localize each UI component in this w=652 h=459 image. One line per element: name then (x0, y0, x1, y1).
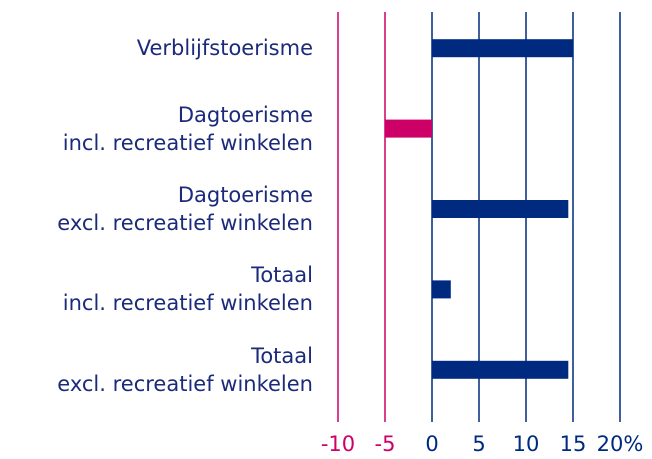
category-label: Totaal excl. recreatief winkelen (57, 343, 313, 396)
bar (432, 39, 573, 58)
category-label: Dagtoerisme excl. recreatief winkelen (57, 183, 313, 235)
bar (432, 280, 451, 299)
bar (432, 360, 569, 379)
x-tick-label: 20% (597, 432, 644, 456)
x-tick-label: 10 (513, 432, 540, 456)
x-tick-label: -5 (375, 432, 396, 456)
bar (432, 200, 569, 218)
category-label: Verblijfstoerisme (136, 36, 313, 61)
category-label: Totaal incl. recreatief winkelen (62, 263, 313, 316)
x-tick-label: -10 (321, 432, 355, 456)
bar (385, 119, 432, 138)
category-label: Dagtoerisme incl. recreatief winkelen (62, 102, 313, 155)
x-tick-label: 5 (472, 432, 485, 456)
x-tick-label: 15 (560, 432, 587, 456)
x-tick-label: 0 (425, 432, 438, 456)
